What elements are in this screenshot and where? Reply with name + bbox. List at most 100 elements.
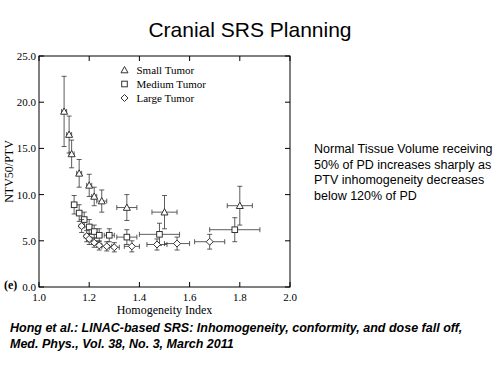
y-tick [39,102,44,103]
data-point [98,198,105,204]
y-tick-right [285,240,290,241]
x-error-bar [147,242,167,247]
x-tick-top [189,56,190,61]
y-error-bar [154,239,159,250]
y-error-cap [162,195,167,196]
y-tick-right [285,56,290,57]
y-tick-label: 20.0 [17,96,37,108]
x-tick-label: 1.8 [233,291,247,303]
y-error-cap [69,167,74,168]
y-tick [39,194,44,195]
x-error-bar [227,203,252,208]
y-error-cap [207,249,212,250]
y-error-cap [112,251,117,252]
y-tick-right [285,287,290,288]
x-tick [239,282,240,287]
x-error-cap [189,241,190,246]
y-error-cap [77,159,82,160]
y-error-cap [124,229,129,230]
x-error-bar [77,171,82,176]
x-tick-top [39,56,40,61]
x-error-bar [124,244,139,249]
x-tick-label: 1.6 [183,291,197,303]
data-point [76,170,83,176]
data-point [123,204,130,210]
x-error-bar [165,241,190,246]
y-tick-label: 0.0 [22,281,36,293]
y-tick-label: 15.0 [17,142,37,154]
y-error-cap [129,240,134,241]
x-error-bar [104,233,114,238]
chart-svg: 1.01.21.41.61.82.00.05.010.015.020.025.0… [0,0,500,375]
y-tick [39,240,44,241]
y-error-cap [237,186,242,187]
x-error-cap [164,241,165,246]
annotation: Normal Tissue Volume receiving 50% of PD… [314,142,494,204]
data-point [206,238,213,245]
data-point [153,241,160,248]
x-error-cap [136,235,137,240]
y-error-cap [87,196,92,197]
y-error-cap [154,238,159,239]
x-tick-label: 1.4 [133,291,147,303]
x-tick-label: 2.0 [283,291,297,303]
panel-label: (e) [4,278,17,292]
x-error-cap [179,232,180,237]
y-tick-label: 10.0 [17,189,37,201]
y-tick [39,287,44,288]
y-error-cap [97,250,102,251]
data-point [76,210,82,216]
y-error-cap [84,230,89,231]
y-error-cap [124,194,129,195]
x-error-bar [79,224,84,229]
x-error-bar [92,240,97,245]
x-error-cap [224,239,225,244]
data-point [66,131,73,137]
legend-label: Medium Tumor [137,78,207,90]
y-tick-right [285,102,290,103]
x-error-cap [151,210,152,215]
x-axis-label: Homogeneity Index [117,303,213,317]
y-error-cap [97,240,102,241]
x-error-cap [177,210,178,215]
y-error-bar [162,196,167,229]
x-tick-label: 1.2 [82,291,96,303]
x-error-bar [139,232,179,237]
x-tick [139,282,140,287]
x-error-cap [114,233,115,238]
data-point [96,242,103,249]
x-tick [89,282,90,287]
y-error-bar [124,195,129,221]
y-error-cap [104,241,109,242]
y-error-bar [67,116,72,153]
x-error-cap [116,235,117,240]
data-point [236,202,243,208]
y-error-cap [124,244,129,245]
y-error-bar [87,174,92,196]
y-error-cap [69,140,74,141]
y-error-cap [67,116,72,117]
y-error-cap [77,187,82,188]
data-point [106,232,112,238]
x-error-cap [119,245,120,250]
y-error-bar [237,186,242,225]
data-point [71,202,77,208]
y-error-cap [87,174,92,175]
x-error-bar [117,205,137,210]
data-point [157,232,163,238]
data-point [124,234,130,240]
y-error-cap [62,76,67,77]
x-error-bar [77,211,82,216]
y-error-cap [99,189,104,190]
y-error-cap [207,234,212,235]
x-error-cap [116,205,117,210]
x-tick-top [290,56,291,61]
slide-title: Cranial SRS Planning [0,18,500,42]
x-error-bar [69,151,74,156]
y-axis-label: NTV50/PTV [2,140,16,203]
y-error-bar [104,242,109,251]
y-error-cap [124,220,129,221]
x-error-cap [139,244,140,249]
y-error-bar [175,237,180,250]
data-point [174,240,181,247]
